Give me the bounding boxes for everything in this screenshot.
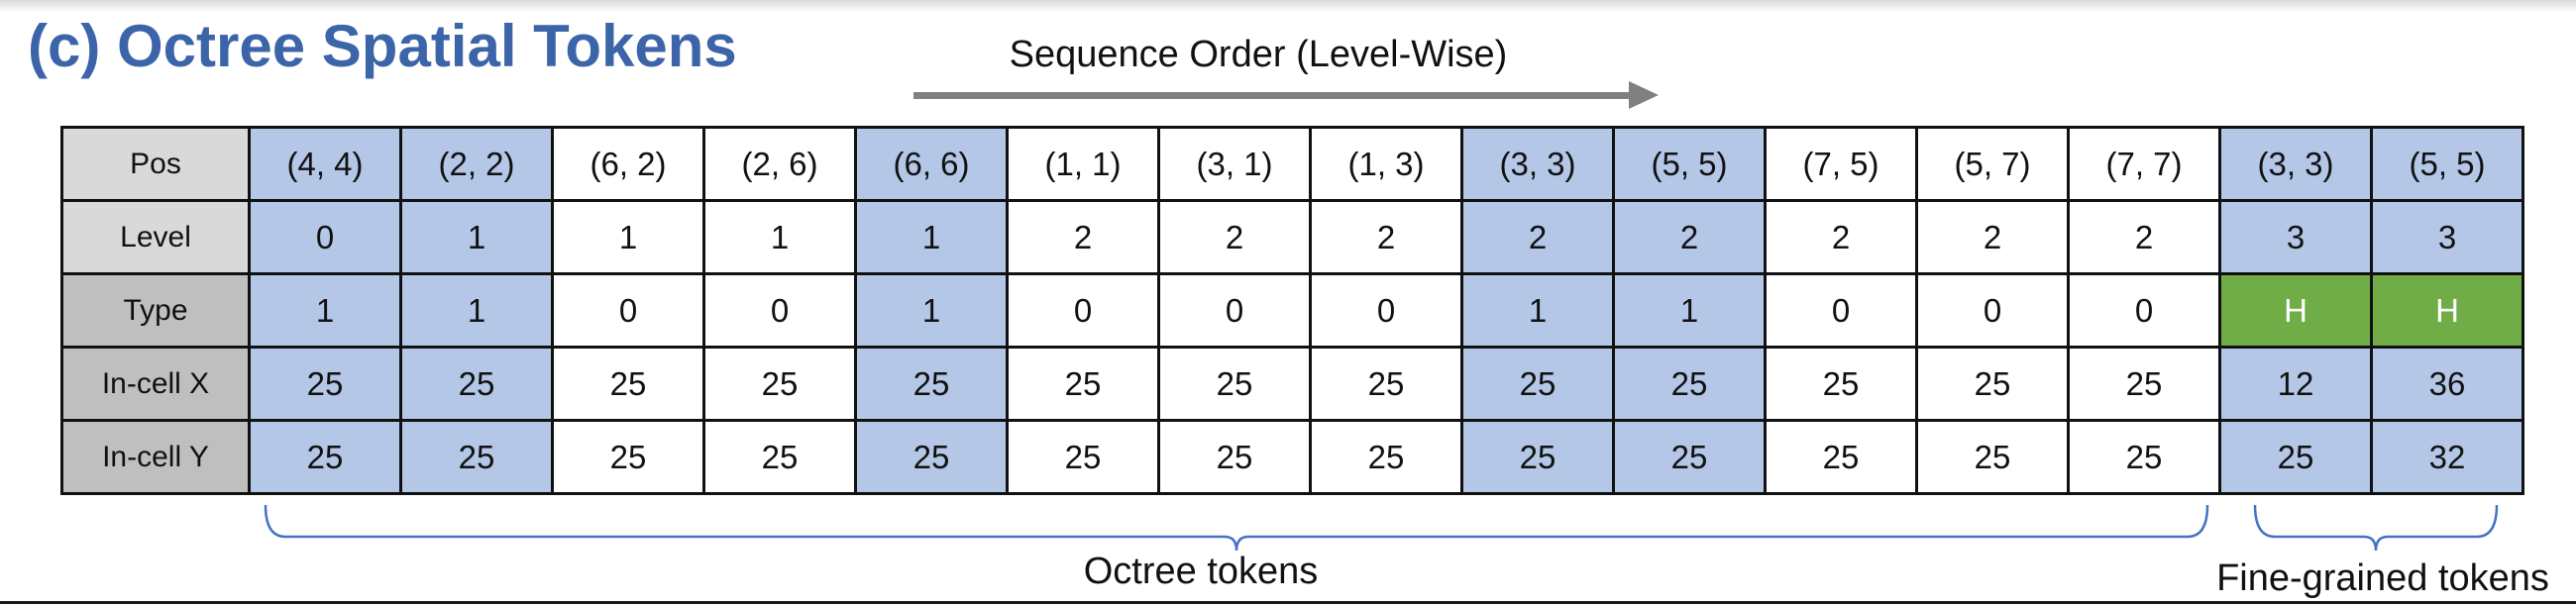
token-cell-pos: (1, 1): [1006, 126, 1160, 202]
token-cell-y: 25: [702, 419, 857, 495]
token-cell-pos: (6, 6): [854, 126, 1009, 202]
token-cell-type: 0: [702, 272, 857, 349]
token-cell-x: 36: [2370, 346, 2524, 422]
token-cell-level: 2: [1157, 199, 1312, 275]
token-cell-type: 0: [1006, 272, 1160, 349]
token-cell-type: 1: [248, 272, 402, 349]
token-cell-pos: (7, 7): [2067, 126, 2221, 202]
token-cell-pos: (7, 5): [1764, 126, 1918, 202]
token-cell-x: 25: [1460, 346, 1615, 422]
token-cell-type: 0: [1157, 272, 1312, 349]
token-cell-y: 25: [2218, 419, 2373, 495]
token-cell-y: 25: [1157, 419, 1312, 495]
token-cell-x: 25: [854, 346, 1009, 422]
row-header: In-cell Y: [60, 419, 251, 495]
token-cell-x: 25: [1157, 346, 1312, 422]
token-cell-x: 25: [248, 346, 402, 422]
token-cell-y: 25: [1915, 419, 2070, 495]
token-cell-x: 25: [702, 346, 857, 422]
group-braces: [264, 504, 2499, 552]
token-cell-level: 2: [1764, 199, 1918, 275]
token-cell-type: 0: [1915, 272, 2070, 349]
token-cell-x: 25: [1006, 346, 1160, 422]
pos-row: Pos (4, 4) (2, 2) (6, 2) (2, 6) (6, 6) (1, 1)(…: [60, 126, 2524, 202]
token-cell-pos: (3, 3): [2218, 126, 2373, 202]
in-cell-x-row: In-cell X 25 25 25 25 25 25 25 25 25 25 25 25 25 12 36: [60, 346, 2524, 422]
token-cell-pos: (3, 1): [1157, 126, 1312, 202]
token-cell-level: 3: [2370, 199, 2524, 275]
token-cell-y: 25: [854, 419, 1009, 495]
token-cell-pos: (1, 3): [1309, 126, 1463, 202]
token-cell-pos: (2, 6): [702, 126, 857, 202]
token-cell-type: 1: [854, 272, 1009, 349]
token-cell-level: 2: [1309, 199, 1463, 275]
token-cell-y: 25: [399, 419, 554, 495]
token-cell-y: 25: [1309, 419, 1463, 495]
token-cell-x: 25: [1764, 346, 1918, 422]
token-cell-type: 1: [1612, 272, 1767, 349]
token-cell-type: 0: [551, 272, 705, 349]
top-shade: [0, 0, 2576, 12]
token-cell-x: 25: [551, 346, 705, 422]
token-cell-pos: (3, 3): [1460, 126, 1615, 202]
sequence-arrow-shaft: [913, 92, 1637, 99]
token-cell-level: 2: [1612, 199, 1767, 275]
token-cell-level: 3: [2218, 199, 2373, 275]
token-cell-y: 25: [248, 419, 402, 495]
level-row: Level 0 1 1 1 1 2 2 2 2 2 2 2 2 3 3: [60, 199, 2524, 275]
token-cell-level: 2: [1915, 199, 2070, 275]
token-cell-level: 2: [1006, 199, 1160, 275]
token-cell-type: H: [2370, 272, 2524, 349]
token-cell-x: 25: [1612, 346, 1767, 422]
token-cell-x: 25: [399, 346, 554, 422]
token-cell-y: 25: [1006, 419, 1160, 495]
token-cell-type: 1: [1460, 272, 1615, 349]
token-cell-level: 2: [2067, 199, 2221, 275]
token-cell-y: 25: [551, 419, 705, 495]
token-cell-y: 25: [2067, 419, 2221, 495]
token-cell-level: 1: [399, 199, 554, 275]
token-cell-pos: (5, 7): [1915, 126, 2070, 202]
token-cell-pos: (6, 2): [551, 126, 705, 202]
row-header: In-cell X: [60, 346, 251, 422]
token-cell-x: 25: [1915, 346, 2070, 422]
token-cell-x: 25: [1309, 346, 1463, 422]
token-cell-level: 2: [1460, 199, 1615, 275]
type-row: Type 1 1 0 0 1 0 0 0 1 1 0 0 0 H H: [60, 272, 2524, 349]
token-cell-level: 1: [702, 199, 857, 275]
fine-grained-tokens-label: Fine-grained tokens: [2216, 557, 2549, 599]
row-header: Pos: [60, 126, 251, 202]
row-header: Type: [60, 272, 251, 349]
sequence-order-label: Sequence Order (Level-Wise): [1009, 34, 1508, 75]
token-cell-y: 25: [1460, 419, 1615, 495]
token-cell-pos: (4, 4): [248, 126, 402, 202]
token-cell-y: 25: [1764, 419, 1918, 495]
token-cell-pos: (5, 5): [1612, 126, 1767, 202]
octree-tokens-label: Octree tokens: [1083, 551, 1319, 592]
token-cell-pos: (2, 2): [399, 126, 554, 202]
token-cell-level: 1: [551, 199, 705, 275]
token-cell-type: 0: [1764, 272, 1918, 349]
token-cell-type: 0: [2067, 272, 2221, 349]
fine-grained-tokens-brace: [2253, 504, 2499, 552]
token-cell-x: 25: [2067, 346, 2221, 422]
token-cell-level: 0: [248, 199, 402, 275]
token-cell-type: H: [2218, 272, 2373, 349]
token-table: Pos (4, 4) (2, 2) (6, 2) (2, 6) (6, 6) (1, 1)(…: [60, 126, 2524, 495]
token-cell-x: 12: [2218, 346, 2373, 422]
token-cell-type: 1: [399, 272, 554, 349]
row-header: Level: [60, 199, 251, 275]
figure-title: (c) Octree Spatial Tokens: [28, 13, 737, 79]
in-cell-y-row: In-cell Y 25 25 25 25 25 25 25 25 25 25 25 25 25 25 32: [60, 419, 2524, 495]
token-cell-type: 0: [1309, 272, 1463, 349]
octree-tokens-brace: [264, 504, 2209, 552]
bottom-rule: [0, 601, 2576, 604]
token-cell-y: 25: [1612, 419, 1767, 495]
token-cell-y: 32: [2370, 419, 2524, 495]
token-cell-level: 1: [854, 199, 1009, 275]
sequence-arrow-head: [1629, 81, 1659, 109]
token-cell-pos: (5, 5): [2370, 126, 2524, 202]
